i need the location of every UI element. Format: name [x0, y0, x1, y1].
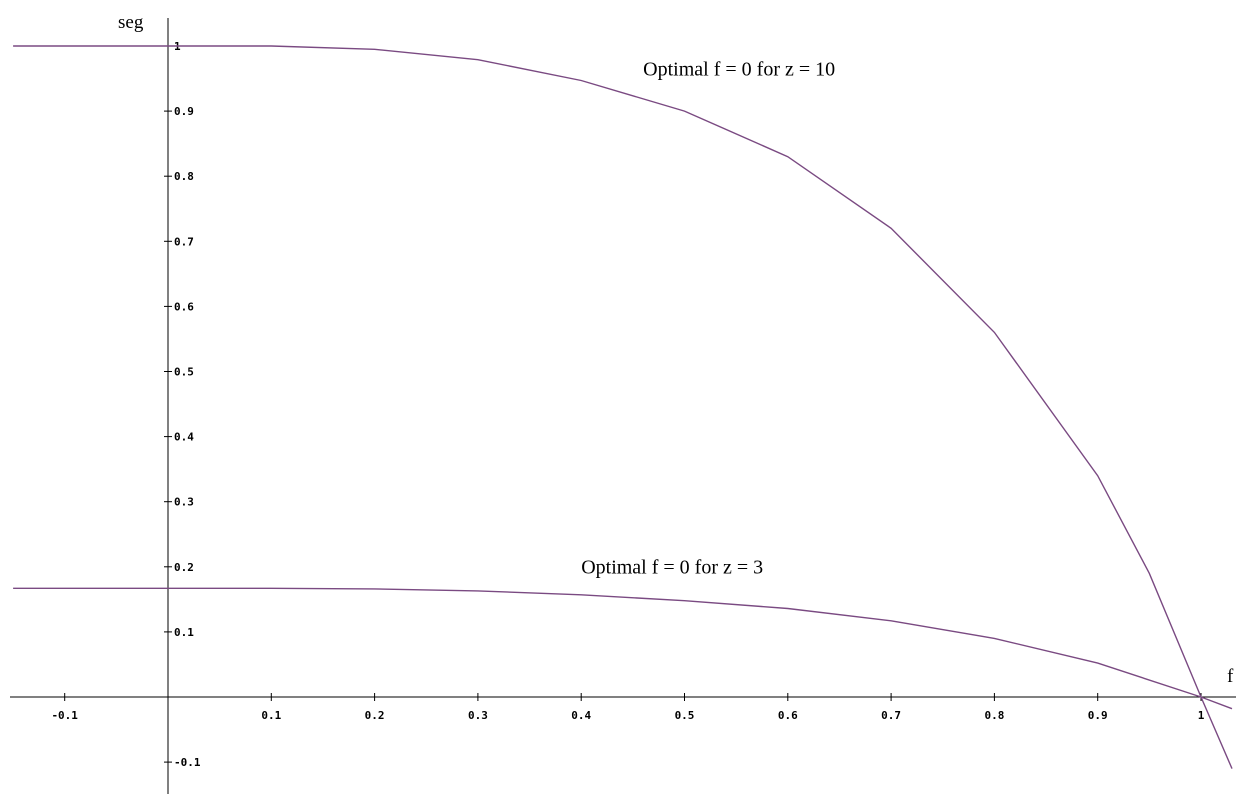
x-tick-label: 0.8 — [984, 709, 1004, 722]
x-tick-label: 0.3 — [468, 709, 488, 722]
x-tick-label: 0.5 — [675, 709, 695, 722]
annotation-label: Optimal f = 0 for z = 10 — [643, 58, 835, 80]
x-tick-label: 0.9 — [1088, 709, 1108, 722]
x-tick-label: 0.7 — [881, 709, 901, 722]
y-tick-label: -0.1 — [174, 756, 201, 769]
x-tick-label: 0.2 — [365, 709, 385, 722]
x-tick-label: 0.6 — [778, 709, 798, 722]
y-tick-label: 0.4 — [174, 431, 194, 444]
x-tick-label: 0.4 — [571, 709, 591, 722]
y-tick-label: 0.3 — [174, 496, 194, 509]
x-tick-label: 1 — [1198, 709, 1205, 722]
y-tick-label: 0.8 — [174, 170, 194, 183]
y-tick-label: 0.1 — [174, 626, 194, 639]
y-tick-label: 0.6 — [174, 300, 194, 313]
y-tick-label: 0.2 — [174, 561, 194, 574]
x-tick-label: -0.1 — [51, 709, 78, 722]
series-group — [13, 45, 1233, 769]
y-tick-label: 0.5 — [174, 366, 194, 379]
series-line-2 — [13, 587, 1233, 710]
x-axis-label: f — [1227, 666, 1234, 687]
x-tick-label: 0.1 — [261, 709, 281, 722]
y-axis-label: seg — [118, 12, 144, 33]
y-tick-label: 0.9 — [174, 105, 194, 118]
annotation-label: Optimal f = 0 for z = 3 — [581, 556, 763, 578]
y-tick-label: 0.7 — [174, 235, 194, 248]
tick-group: -0.1 0.1 0.2 0.3 0.4 0.5 0.6 0.7 0.8 0.9 1 -0.1 0.1 0… — [51, 40, 1204, 769]
series-line-1 — [13, 45, 1233, 769]
annotation-group: Optimal f = 0 for z = 10 Optimal f = 0 fo… — [581, 58, 835, 578]
